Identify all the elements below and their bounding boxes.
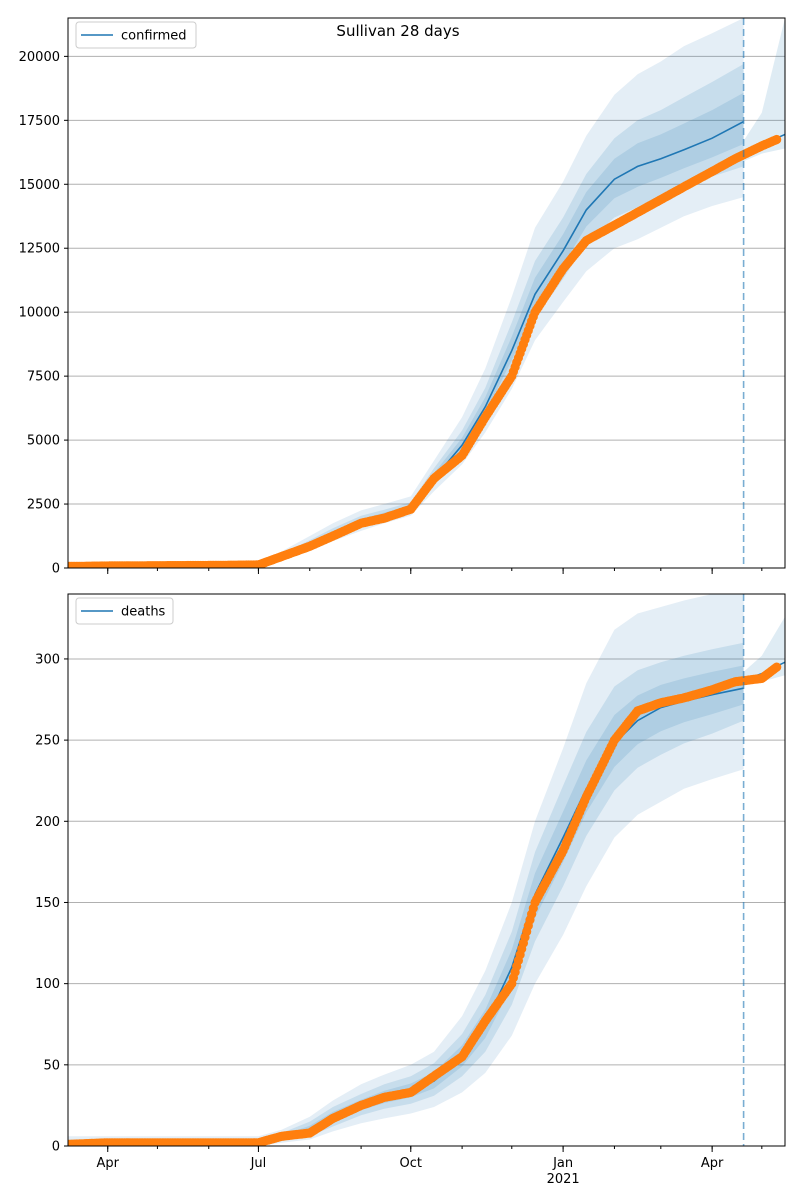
- y-tick-label: 50: [43, 1058, 60, 1073]
- y-tick-label: 100: [35, 977, 60, 992]
- legend-box: [75, 21, 197, 49]
- y-tick-label: 250: [35, 734, 60, 749]
- x-tick-label: Jul: [250, 1156, 267, 1171]
- y-tick-label: 0: [52, 562, 60, 577]
- y-tick-label: 0: [52, 1140, 60, 1155]
- legend: confirmed: [75, 21, 197, 49]
- legend: deaths: [75, 597, 174, 625]
- y-tick-label: 2500: [27, 498, 60, 513]
- legend-label: confirmed: [121, 29, 187, 44]
- deaths-panel: 0 50 100 150 200 250 300 deaths: [35, 593, 786, 1155]
- y-tick-label: 5000: [27, 434, 60, 449]
- y-tick-label: 300: [35, 652, 60, 667]
- inner-uncertainty-band: [68, 64, 744, 567]
- core-uncertainty-band: [68, 92, 744, 567]
- y-tick-label: 15000: [19, 178, 60, 193]
- axes-frame: [67, 593, 786, 1147]
- legend-label: deaths: [121, 605, 166, 620]
- plot-area: [68, 18, 785, 568]
- date-x-axis: Apr Jul Oct Jan Apr 2021: [96, 568, 763, 1187]
- figure-title: Sullivan 28 days: [336, 22, 459, 40]
- forecast-band: [743, 18, 785, 162]
- y-tick-label: 20000: [19, 50, 60, 65]
- x-tick-label: Oct: [400, 1156, 422, 1171]
- legend-box: [75, 597, 174, 625]
- observed-point: [772, 662, 782, 672]
- x-tick-label: Jan: [552, 1156, 573, 1171]
- axes-frame: [67, 17, 786, 569]
- y-tick-label: 12500: [19, 242, 60, 257]
- y-tick-label: 17500: [19, 114, 60, 129]
- y-tick-label: 150: [35, 896, 60, 911]
- inner-uncertainty-band: [68, 642, 744, 1145]
- outer-uncertainty-band: [68, 594, 744, 1146]
- plot-area: [68, 594, 785, 1146]
- x-year-label: 2021: [547, 1172, 580, 1187]
- y-tick-label: 10000: [19, 306, 60, 321]
- core-uncertainty-band: [68, 665, 744, 1144]
- y-tick-label: 7500: [27, 370, 60, 385]
- x-tick-label: Apr: [701, 1156, 724, 1171]
- confirmed-panel: 0 2500 5000 7500 10000 12500 15000 17500 20000 co…: [19, 17, 786, 577]
- x-tick-label: Apr: [96, 1156, 119, 1171]
- observed-point: [772, 134, 782, 145]
- outer-uncertainty-band: [68, 18, 744, 567]
- y-tick-label: 200: [35, 815, 60, 830]
